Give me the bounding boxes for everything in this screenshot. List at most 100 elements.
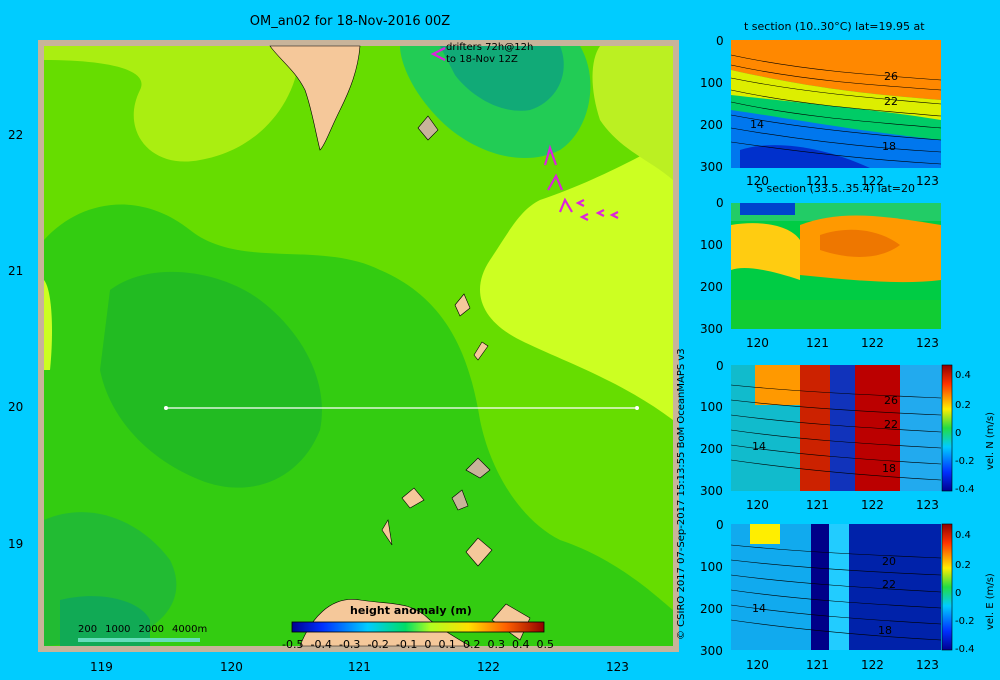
map-y-tick: 22 [8,128,24,142]
panel-y-tick: 300 [700,644,723,658]
panel-y-tick: 300 [700,484,723,498]
colorbar-tick: -0.2 [367,638,389,651]
panel-x-tick: 121 [806,658,829,672]
colorbar-tick: -0.1 [395,638,418,651]
island [401,487,425,509]
depth-legend-label: 200 [78,624,98,635]
contour-label: 22 [884,95,898,108]
ocean-contour-band [592,46,673,180]
drifters-label-line2: to 18-Nov 12Z [446,54,518,65]
map-x-tick: 123 [606,660,629,674]
colorbar-tick: 0.1 [438,638,456,651]
vel-e-colorbar-tick: 0.4 [955,530,971,541]
panel-y-tick: 0 [716,518,724,532]
map-y-tick: 19 [8,537,24,551]
map-title: OM_an02 for 18-Nov-2016 00Z [249,14,451,29]
vel-n-colorbar-tick: -0.4 [955,484,975,495]
section-line-start [164,406,168,410]
panel-velocity-north [730,365,942,491]
panel-x-tick: 120 [746,336,769,350]
colorbar-tick: -0.5 [282,638,304,651]
contour-label: 14 [752,440,766,453]
panel-y-tick: 200 [700,280,723,294]
vel-e-colorbar-tick: -0.4 [955,644,975,655]
panel-x-tick: 122 [861,174,884,188]
colorbar-tick: -0.4 [310,638,332,651]
depth-legend-label: 1000 [105,624,131,635]
contour-label: 18 [882,140,896,153]
map-y-tick: 21 [8,264,24,278]
depth-legend-label: 4000m [172,624,208,635]
panel-x-tick: 121 [806,174,829,188]
panel-x-tick: 121 [806,336,829,350]
vel-n-colorbar-tick: -0.2 [955,456,975,467]
contour-label: 22 [882,578,896,591]
ocean-contour-band [44,280,52,370]
ocean-contour-band [440,46,564,111]
panel-x-tick: 122 [861,498,884,512]
contour-label: 26 [884,70,898,83]
vel-n-colorbar-label: vel. N (m/s) [985,412,996,470]
vel-e-colorbar-tick: -0.2 [955,616,975,627]
vel-e-colorbar-label: vel. E (m/s) [985,573,996,630]
colorbar-title: height anomaly (m) [350,604,472,617]
contour-label: 22 [884,418,898,431]
panel-y-tick: 100 [700,238,723,252]
map-x-tick: 121 [348,660,371,674]
contour-label: 26 [884,394,898,407]
contour-label: 14 [752,602,766,615]
island [465,537,493,567]
island [381,519,393,546]
panel-y-tick: 100 [700,400,723,414]
ocean-contour-band [60,596,150,646]
vel-e-colorbar-tick: 0.2 [955,560,971,571]
panel-x-tick: 120 [746,658,769,672]
map-x-tick: 122 [477,660,500,674]
vel-n-colorbar-tick: 0.2 [955,400,971,411]
panel-x-tick: 123 [916,174,939,188]
panel-y-tick: 0 [716,34,724,48]
credit-text: © CSIRO 2017 07-Sep-2017 15:13:55 BoM Oc… [676,348,687,640]
map-x-tick: 120 [220,660,243,674]
height-colorbar [291,621,545,633]
vel-e-colorbar-tick: 0 [955,588,962,599]
colorbar-tick: -0.3 [338,638,361,651]
ocean-contour-band [480,140,673,420]
contour-label: 18 [878,624,892,637]
colorbar-tick: 0.5 [536,638,555,651]
panel-velocity-east [730,524,942,650]
panel-title: S section (33.5..35.4) lat=20 [756,182,915,195]
panel-y-tick: 0 [716,196,724,210]
panel-x-tick: 120 [746,498,769,512]
colorbar-tick: 0.2 [462,638,481,651]
panel-temp-section [730,40,942,168]
panel-y-tick: 200 [700,602,723,616]
map-x-tick: 119 [90,660,113,674]
island [454,293,471,317]
panel-y-tick: 100 [700,560,723,574]
panel-y-tick: 300 [700,160,723,174]
contour-label: 14 [750,118,764,131]
panel-salinity-section [731,203,941,329]
depth-legend: 200 1000 2000 4000m [78,624,207,635]
vel-e-colorbar [941,523,953,651]
panel-x-tick: 122 [861,336,884,350]
panel-x-tick: 121 [806,498,829,512]
panel-x-tick: 123 [916,498,939,512]
island [417,115,439,141]
colorbar-tick: 0.3 [487,638,505,651]
panel-y-tick: 200 [700,118,723,132]
colorbar-tick: 0 [424,638,432,651]
colorbar-tick: 0.4 [511,638,530,651]
vel-n-colorbar [941,364,953,492]
drifters-label: drifters 72h@12h to 18-Nov 12Z [446,42,533,66]
panel-x-tick: 120 [746,174,769,188]
drifter-arrows [430,47,619,221]
panel-title: t section (10..30°C) lat=19.95 at [744,20,925,33]
panel-y-tick: 0 [716,359,724,373]
map-y-tick: 20 [8,400,24,414]
island [451,489,469,511]
panel-y-tick: 200 [700,442,723,456]
contour-label: 20 [882,555,896,568]
